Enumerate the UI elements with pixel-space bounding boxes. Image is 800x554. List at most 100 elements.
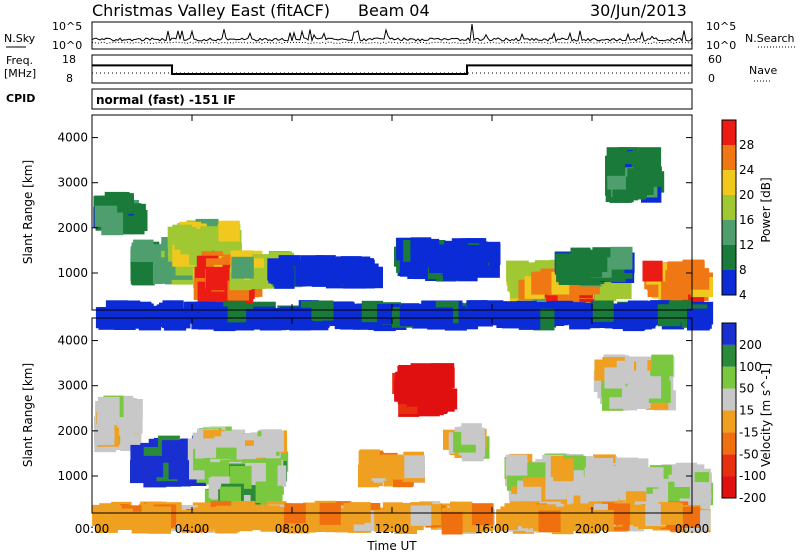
velocity-cell	[229, 465, 252, 489]
velocity-cbar-tick-label: -200	[739, 491, 766, 505]
power-cbar-frame	[721, 119, 737, 296]
velocity-cell	[431, 363, 455, 384]
cpid-text: normal (fast) -151 IF	[96, 93, 236, 107]
velocity-cell	[247, 504, 269, 528]
velocity-cell	[410, 505, 432, 526]
power-cell	[410, 242, 431, 266]
velocity-cell	[417, 394, 440, 417]
velocity-cell	[591, 467, 614, 489]
power-cell	[300, 255, 324, 278]
power-colorbar: 28 24 20 16 12 8 4	[721, 119, 754, 302]
power-cbar-tick-label: 28	[739, 138, 754, 152]
freq-right-tick-bottom: 0	[708, 72, 715, 85]
power-cell	[183, 301, 204, 324]
velocity-cbar-segment	[722, 476, 736, 498]
noise-right-tick-top: 10^5	[706, 20, 736, 33]
velocity-cbar-segment	[722, 454, 736, 477]
power-cell	[605, 155, 625, 176]
velocity-cell	[349, 502, 371, 523]
velocity-cell	[94, 424, 115, 446]
velocity-cbar-tick-label: -15	[739, 425, 759, 439]
velocity-cell	[141, 455, 164, 478]
noise-search-label: N.Search	[745, 32, 795, 45]
power-cell	[231, 256, 254, 279]
noise-sky-line	[91, 23, 693, 43]
velocity-cell	[538, 510, 561, 532]
noise-left-tick-bottom: 10^0	[52, 39, 82, 52]
velocity-cell	[553, 458, 574, 482]
velocity-cbar-segment	[722, 410, 736, 433]
power-cell	[218, 220, 240, 242]
velocity-cell	[377, 456, 399, 478]
plot-title: Christmas Valley East (fitACF)	[92, 1, 330, 20]
power-cell	[265, 308, 287, 331]
power-ytick-label: 1000	[57, 266, 88, 280]
power-ytick-label: 4000	[57, 131, 88, 145]
velocity-ytick-label: 3000	[57, 379, 88, 393]
velocity-cbar-tick-label: 50	[739, 382, 754, 396]
power-cell	[111, 193, 134, 215]
velocity-cbar-frame	[721, 322, 737, 499]
velocity-cell	[98, 506, 122, 529]
power-ytick-label: 3000	[57, 176, 88, 190]
power-cell	[432, 245, 454, 267]
power-cell	[564, 258, 586, 280]
velocity-cell	[643, 467, 664, 488]
velocity-cell	[471, 503, 494, 526]
power-cell	[581, 255, 603, 278]
power-axis-ticks: 1000 2000 3000 4000	[57, 115, 693, 310]
noise-search-line	[91, 41, 693, 45]
power-cell	[657, 304, 681, 327]
velocity-cell	[261, 429, 282, 451]
power-cbar-tick-label: 16	[739, 213, 754, 227]
velocity-ylabel: Slant Range [km]	[21, 363, 35, 467]
noise-panel-frame	[91, 21, 693, 50]
velocity-cbar-tick-label: 15	[739, 404, 754, 418]
freq-left-tick-top: 18	[62, 53, 76, 66]
velocity-cbar-segment	[722, 366, 736, 389]
beam-label: Beam 04	[358, 1, 430, 20]
power-cbar-tick-label: 12	[739, 238, 754, 252]
velocity-cbar-segment	[722, 323, 736, 345]
power-cell	[341, 262, 362, 285]
power-cell	[687, 268, 710, 290]
power-cell	[180, 233, 202, 255]
velocity-cbar-label: Velocity [m s^-1]	[759, 363, 773, 467]
velocity-ytick-label: 2000	[57, 424, 88, 438]
freq-label-line1: Freq.	[6, 54, 33, 67]
velocity-cell	[441, 511, 463, 535]
power-cell	[267, 258, 288, 281]
velocity-cbar-segment	[722, 432, 736, 455]
velocity-cell	[674, 465, 695, 487]
velocity-cbar-tick-label: -100	[739, 469, 766, 483]
velocity-cell	[505, 454, 528, 476]
power-cbar-tick-label: 24	[739, 163, 754, 177]
noise-sky-label: N.Sky	[4, 32, 36, 45]
power-cell	[667, 261, 690, 285]
noise-left-tick-top: 10^5	[52, 20, 82, 33]
power-cell	[533, 271, 556, 293]
power-cell	[130, 262, 153, 285]
cpid-label: CPID	[6, 92, 35, 105]
power-cell	[121, 303, 144, 325]
power-cell	[319, 263, 342, 285]
velocity-cell	[660, 502, 683, 525]
velocity-cell	[97, 396, 120, 419]
x-tick-label: 04:00	[175, 522, 210, 536]
velocity-cell	[195, 438, 216, 459]
velocity-cell	[496, 509, 518, 530]
x-tick-label: 08:00	[275, 522, 310, 536]
velocity-axis-ticks: 1000 2000 3000 4000	[57, 318, 693, 513]
velocity-cell	[461, 423, 482, 445]
velocity-cell	[374, 509, 397, 532]
velocity-cell	[148, 506, 172, 529]
power-ylabel: Slant Range [km]	[21, 160, 35, 264]
power-cell	[610, 246, 633, 270]
noise-right-tick-bottom: 10^0	[706, 39, 736, 52]
power-cell	[592, 300, 614, 322]
velocity-cell	[216, 505, 240, 528]
power-cbar-label: Power [dB]	[759, 177, 773, 242]
velocity-cell	[677, 506, 701, 528]
velocity-cell	[604, 367, 626, 389]
